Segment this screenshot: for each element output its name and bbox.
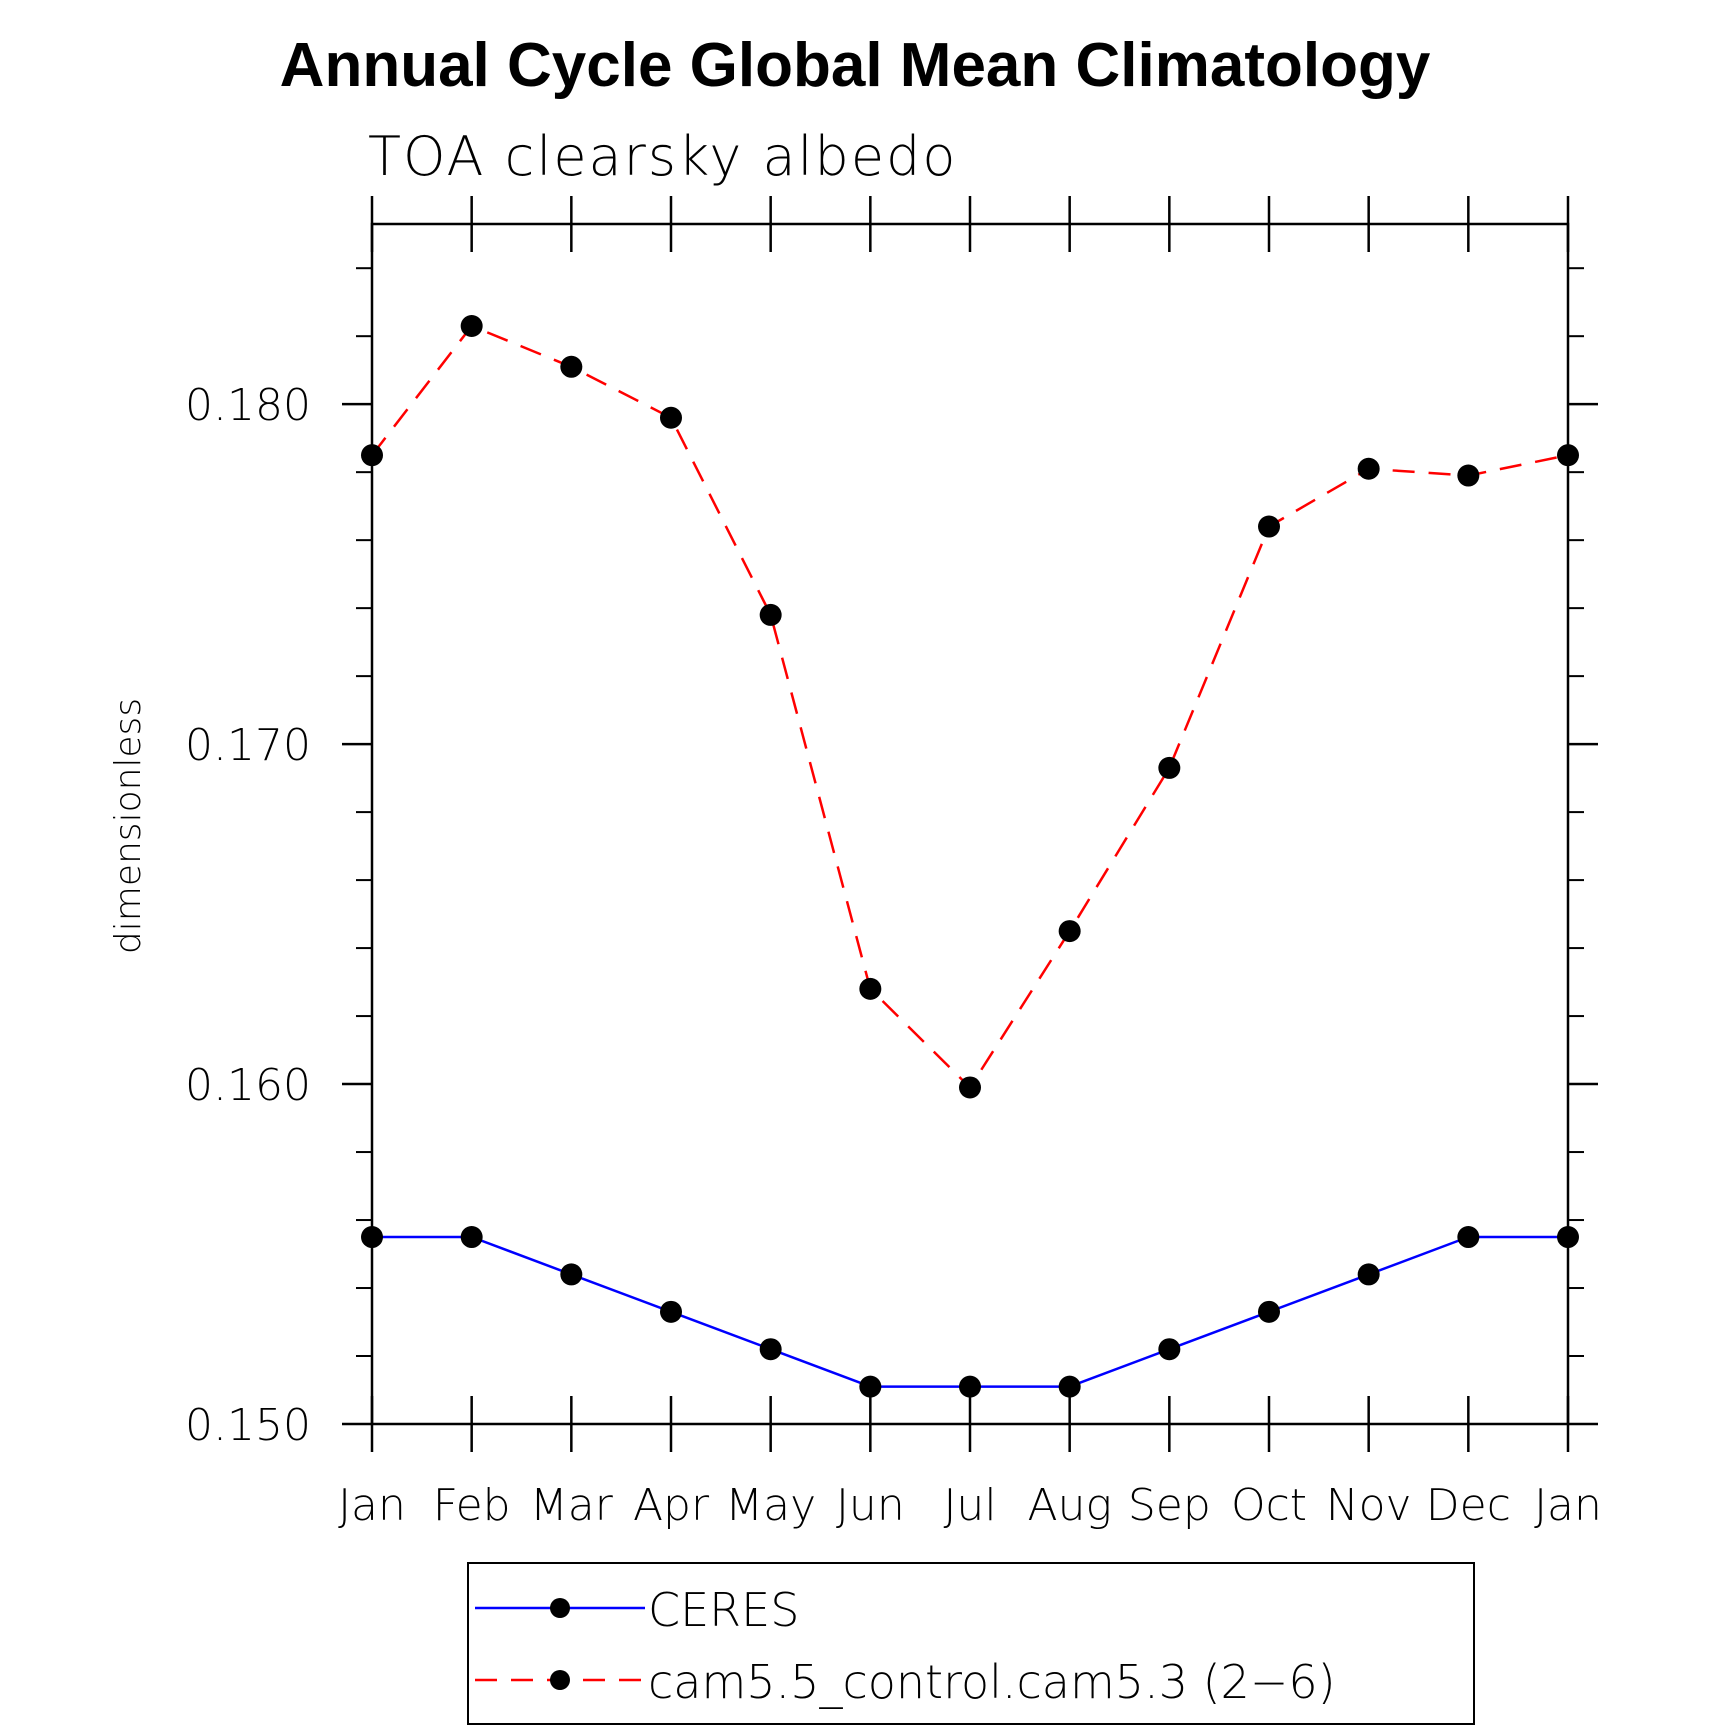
x-tick-label: Jun bbox=[836, 1480, 905, 1531]
series-0-point bbox=[959, 1375, 981, 1398]
y-major-ticks bbox=[342, 402, 1598, 1426]
x-tick-label: Oct bbox=[1231, 1480, 1307, 1531]
y-tick-label: 0.150 bbox=[185, 1400, 311, 1451]
series-1-point bbox=[1457, 464, 1480, 487]
plot-border bbox=[370, 222, 1570, 1426]
y-tick-label: 0.170 bbox=[185, 720, 311, 771]
series-0-point bbox=[460, 1226, 483, 1249]
x-tick-label: May bbox=[725, 1480, 816, 1531]
series-1-point bbox=[1357, 457, 1380, 480]
x-tick-label: Nov bbox=[1326, 1480, 1412, 1531]
series-line-1 bbox=[371, 324, 1569, 1089]
series-0-point bbox=[859, 1375, 882, 1398]
series-markers bbox=[361, 314, 1579, 1398]
x-tick-label: Jan bbox=[1534, 1480, 1602, 1531]
legend-cam-marker bbox=[550, 1670, 570, 1690]
legend-ceres-marker bbox=[550, 1598, 570, 1618]
legend-box bbox=[467, 1562, 1475, 1725]
series-1-point bbox=[1058, 920, 1081, 943]
x-tick-label: Mar bbox=[530, 1480, 614, 1531]
x-tick-label: Apr bbox=[633, 1480, 710, 1531]
series-1-point bbox=[460, 314, 483, 337]
series-0-point bbox=[1457, 1226, 1480, 1249]
y-tick-labels: 0.150 0.160 0.170 0.180 bbox=[185, 380, 311, 1451]
series-1-point bbox=[1258, 515, 1280, 538]
x-tick-label: Sep bbox=[1128, 1480, 1211, 1531]
series-lines bbox=[371, 324, 1569, 1388]
x-tick-label: Jan bbox=[338, 1480, 406, 1531]
chart-title: Annual Cycle Global Mean Climatology bbox=[280, 31, 1431, 100]
series-1-point bbox=[660, 406, 682, 429]
legend-label-cam: cam5.5_control.cam5.3 (2−6) bbox=[648, 1655, 1336, 1709]
series-0-point bbox=[759, 1338, 782, 1361]
series-1-point bbox=[759, 603, 782, 626]
legend: CERES cam5.5_control.cam5.3 (2−6) bbox=[467, 1562, 1475, 1725]
x-tick-labels: Jan Feb Mar Apr May Jun Jul Aug Sep Oct Nov Dec Jan bbox=[338, 1480, 1602, 1531]
x-tick-label: Feb bbox=[433, 1480, 511, 1531]
chart-subtitle: TOA clearsky albedo bbox=[368, 125, 957, 188]
series-1-point bbox=[361, 444, 383, 467]
y-tick-label: 0.180 bbox=[185, 380, 311, 431]
series-0-point bbox=[1258, 1300, 1280, 1323]
y-tick-label: 0.160 bbox=[185, 1060, 311, 1111]
x-ticks bbox=[370, 196, 1570, 1452]
series-1-point bbox=[959, 1076, 981, 1099]
series-0-point bbox=[1357, 1263, 1380, 1286]
series-1-point bbox=[1158, 756, 1181, 779]
plot-frame bbox=[370, 222, 1570, 1426]
x-tick-label: Aug bbox=[1027, 1480, 1111, 1531]
x-tick-label: Dec bbox=[1426, 1480, 1511, 1531]
series-1-point bbox=[560, 355, 583, 378]
x-tick-label: Jul bbox=[943, 1480, 996, 1531]
series-1-point bbox=[859, 977, 882, 1000]
series-1-point bbox=[1557, 444, 1579, 467]
series-0-point bbox=[1158, 1338, 1181, 1361]
series-0-point bbox=[660, 1300, 682, 1323]
legend-label-ceres: CERES bbox=[648, 1583, 799, 1637]
series-0-point bbox=[1058, 1375, 1081, 1398]
y-minor-ticks bbox=[356, 267, 1584, 1358]
series-0-point bbox=[1557, 1226, 1579, 1249]
series-line-0 bbox=[372, 1235, 1568, 1388]
series-0-point bbox=[361, 1226, 383, 1249]
y-axis-label: dimensionless bbox=[108, 698, 149, 954]
series-0-point bbox=[560, 1263, 583, 1286]
